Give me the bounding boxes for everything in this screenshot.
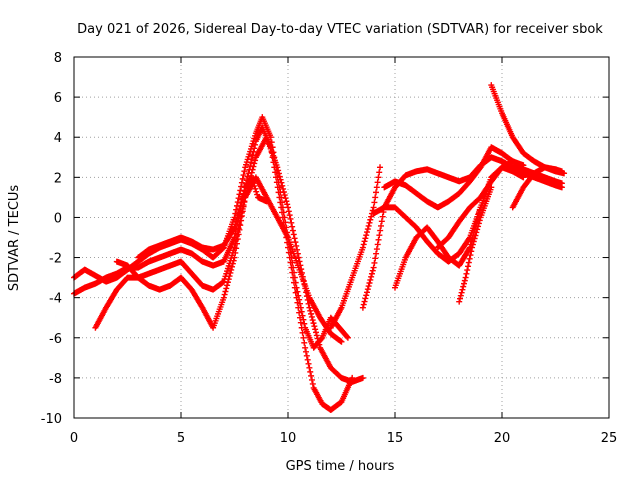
series-marks — [434, 158, 527, 251]
series-sat-e — [135, 174, 270, 261]
series-marks — [135, 174, 270, 261]
series-marks — [71, 114, 351, 351]
series-sat-b — [71, 124, 356, 413]
y-tick-label: 6 — [54, 91, 62, 106]
x-axis-label: GPS time / hours — [286, 459, 395, 474]
series-sat-a — [71, 114, 351, 351]
x-tick-label: 0 — [70, 431, 78, 446]
x-tick-label: 25 — [601, 431, 618, 446]
y-tick-label: -6 — [49, 332, 62, 347]
y-tick-label: -8 — [49, 372, 62, 387]
series-marks — [71, 124, 356, 413]
series-marks — [92, 134, 366, 385]
y-axis-label: SDTVAR / TECUs — [7, 185, 22, 292]
y-tick-label: 0 — [54, 211, 62, 226]
series-marks — [509, 164, 565, 211]
y-tick-label: -4 — [49, 292, 62, 307]
series-sat-h — [381, 144, 565, 211]
series-marks — [113, 174, 345, 345]
x-tick-label: 5 — [177, 431, 185, 446]
x-tick-label: 10 — [280, 431, 297, 446]
y-tick-label: -2 — [49, 252, 62, 267]
series-marks — [381, 144, 565, 211]
y-tick-label: -10 — [41, 412, 62, 427]
y-tick-label: 2 — [54, 171, 62, 186]
x-tick-label: 15 — [387, 431, 404, 446]
series-marks — [327, 164, 384, 331]
series-sat-k — [434, 158, 527, 251]
chart-title: Day 021 of 2026, Sidereal Day-to-day VTE… — [77, 22, 603, 37]
y-tick-label: 4 — [54, 131, 62, 146]
plot-frame — [73, 56, 610, 419]
grid-lines — [74, 57, 609, 418]
series-sat-f — [327, 164, 384, 331]
data-marks — [71, 82, 568, 413]
series-sat-c — [92, 134, 366, 385]
series-sat-d — [113, 174, 345, 345]
series-marks — [456, 184, 495, 305]
axis-ticks: 0 5 10 15 20 25 -10 -8 -6 -4 -2 0 2 4 6 8 — [41, 51, 618, 446]
y-tick-label: 8 — [54, 51, 62, 66]
series-sat-n — [509, 164, 565, 211]
x-tick-label: 20 — [494, 431, 511, 446]
series-sat-l — [456, 184, 495, 305]
